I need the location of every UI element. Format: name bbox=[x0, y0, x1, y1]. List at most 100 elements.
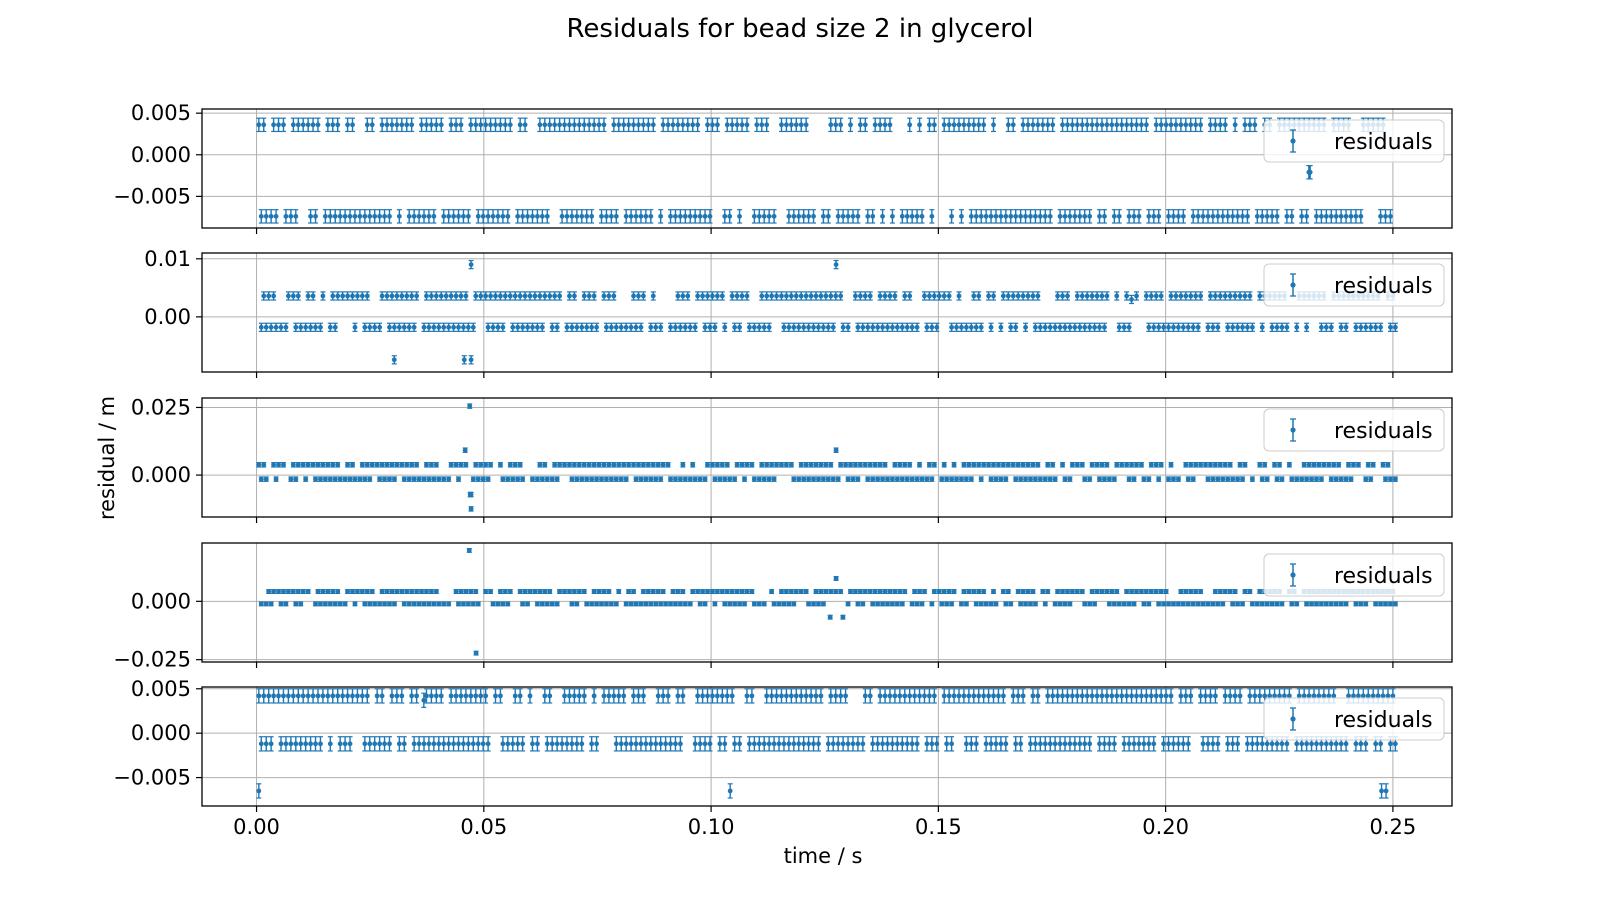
data-point bbox=[497, 117, 503, 133]
marker bbox=[907, 462, 913, 468]
data-point bbox=[1212, 462, 1218, 468]
data-point bbox=[695, 117, 701, 133]
data-point bbox=[1240, 209, 1246, 224]
marker bbox=[1373, 324, 1379, 330]
marker bbox=[1008, 324, 1014, 330]
data-point bbox=[714, 117, 720, 133]
marker bbox=[456, 324, 461, 330]
marker bbox=[855, 213, 861, 219]
data-point bbox=[857, 462, 863, 468]
marker bbox=[512, 462, 518, 468]
marker bbox=[421, 476, 427, 482]
marker bbox=[372, 213, 378, 219]
marker bbox=[448, 293, 454, 299]
data-point bbox=[389, 291, 395, 301]
data-point bbox=[1198, 462, 1204, 468]
data-point bbox=[774, 291, 780, 301]
data-point bbox=[428, 462, 434, 468]
data-point bbox=[562, 462, 568, 468]
marker bbox=[431, 476, 437, 482]
marker bbox=[544, 213, 550, 219]
marker bbox=[882, 293, 888, 299]
data-point bbox=[714, 462, 720, 468]
data-point bbox=[761, 322, 767, 332]
marker bbox=[907, 122, 913, 128]
marker bbox=[1333, 213, 1339, 219]
marker bbox=[542, 122, 548, 128]
marker bbox=[623, 476, 629, 482]
data-point bbox=[729, 291, 735, 301]
data-point bbox=[635, 291, 641, 301]
marker bbox=[1102, 324, 1107, 330]
marker bbox=[581, 462, 587, 468]
marker bbox=[552, 122, 558, 128]
marker bbox=[327, 324, 333, 330]
data-point bbox=[441, 322, 447, 332]
data-point bbox=[1163, 117, 1169, 133]
data-point bbox=[409, 462, 415, 468]
data-point bbox=[574, 209, 580, 224]
legend: residuals bbox=[1263, 119, 1445, 163]
marker bbox=[1072, 324, 1078, 330]
data-point bbox=[687, 209, 693, 224]
data-point bbox=[1153, 117, 1159, 133]
data-point bbox=[631, 462, 637, 468]
data-point bbox=[1301, 462, 1307, 468]
data-point bbox=[404, 462, 410, 468]
marker bbox=[931, 122, 937, 128]
marker bbox=[902, 462, 908, 468]
marker bbox=[946, 293, 952, 299]
data-point bbox=[613, 476, 619, 482]
marker bbox=[441, 324, 447, 330]
data-point bbox=[492, 117, 498, 133]
marker bbox=[478, 462, 484, 468]
marker bbox=[443, 293, 449, 299]
marker bbox=[495, 213, 501, 219]
data-point bbox=[714, 291, 720, 301]
data-point bbox=[739, 462, 745, 468]
data-point bbox=[973, 322, 979, 332]
marker bbox=[650, 462, 656, 468]
data-point bbox=[1269, 209, 1275, 224]
marker bbox=[1097, 324, 1102, 330]
marker bbox=[1173, 293, 1179, 299]
data-point bbox=[623, 476, 629, 482]
data-point bbox=[658, 322, 664, 332]
data-point bbox=[421, 209, 427, 224]
marker bbox=[500, 476, 506, 482]
marker bbox=[835, 213, 841, 219]
data-point bbox=[783, 291, 789, 301]
data-point bbox=[902, 462, 908, 468]
data-point bbox=[1025, 462, 1031, 468]
marker bbox=[840, 213, 846, 219]
data-point bbox=[1069, 117, 1075, 133]
data-point bbox=[308, 209, 314, 224]
marker bbox=[453, 462, 459, 468]
marker bbox=[860, 324, 866, 330]
marker bbox=[451, 324, 456, 330]
data-point bbox=[461, 355, 467, 365]
marker bbox=[1087, 324, 1093, 330]
marker bbox=[1035, 293, 1041, 299]
marker bbox=[458, 293, 464, 299]
marker bbox=[899, 213, 905, 219]
marker bbox=[436, 324, 442, 330]
marker bbox=[569, 476, 575, 482]
marker bbox=[788, 122, 794, 128]
marker bbox=[909, 324, 915, 330]
marker bbox=[678, 324, 683, 330]
data-point bbox=[322, 476, 328, 482]
marker bbox=[475, 213, 481, 219]
marker bbox=[919, 213, 925, 219]
marker bbox=[468, 122, 474, 128]
marker bbox=[446, 213, 452, 219]
data-point bbox=[1156, 322, 1162, 332]
data-point bbox=[539, 322, 545, 332]
marker bbox=[1383, 213, 1388, 219]
marker bbox=[631, 293, 636, 299]
marker bbox=[1146, 213, 1152, 219]
data-point bbox=[756, 322, 762, 332]
data-point bbox=[1277, 462, 1282, 468]
marker bbox=[976, 462, 982, 468]
marker bbox=[530, 476, 535, 482]
